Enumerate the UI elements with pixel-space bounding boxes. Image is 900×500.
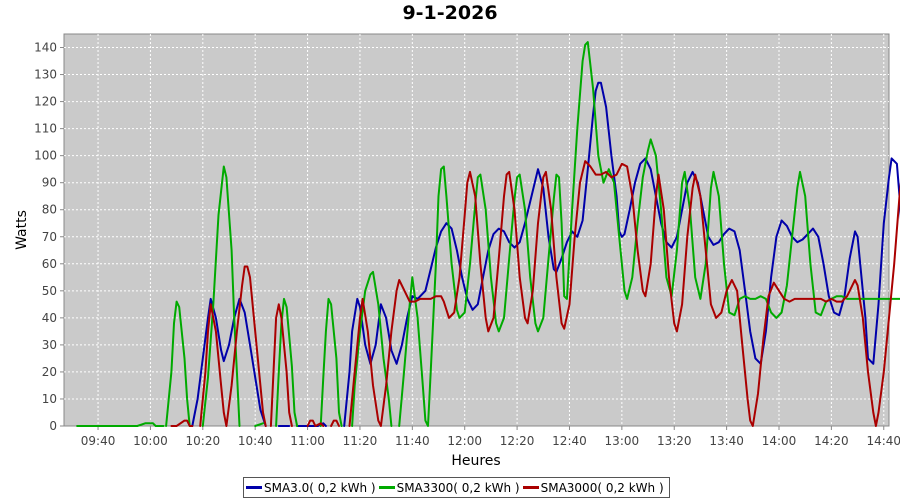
x-tick-label: 12:00 [447,434,482,448]
x-tick-label: 13:20 [657,434,692,448]
plot-area [63,33,890,427]
y-tick-label: 140 [34,41,57,55]
legend-item-1: SMA3.0( 0,2 kWh ) [246,481,376,495]
y-tick-label: 30 [42,338,57,352]
y-axis-label: Watts [14,210,30,250]
series-line-2 [76,41,900,427]
y-tick-labels: 0 10 20 30 40 50 60 70 80 90 100 110 120 130 140 [34,41,57,433]
legend-item-2: SMA3300( 0,2 kWh ) [378,480,520,495]
legend: SMA3.0( 0,2 kWh ) SMA3300( 0,2 kWh ) SMA30… [243,477,670,498]
x-tick-labels: 09:40 10:00 10:20 10:40 11:00 11:20 11:40 12:00… [81,434,900,448]
y-tick-label: 40 [42,311,57,325]
chart-title: 9-1-2026 [402,2,498,24]
x-tick-label: 11:00 [290,434,325,448]
x-tick-label: 10:00 [133,434,168,448]
x-tick-label: 09:40 [81,434,116,448]
y-tick-label: 10 [42,392,57,406]
y-tick-label: 50 [42,284,57,298]
x-tick-label: 12:20 [500,434,535,448]
x-tick-label: 14:20 [814,434,849,448]
grid-lines [64,34,889,426]
y-tick-label: 100 [34,149,57,163]
y-tick-label: 90 [42,176,57,190]
x-tick-label: 13:40 [709,434,744,448]
series-line-1 [191,81,900,427]
chart-canvas: 0 10 20 30 40 50 60 70 80 90 100 110 120 130 140 09:40… [14,33,900,469]
y-tick-label: 0 [49,419,57,433]
y-tick-label: 20 [42,365,57,379]
series-line-3 [170,160,900,427]
legend-label: SMA3000( 0,2 kWh ) [540,480,664,495]
x-tick-label: 14:40 [866,434,900,448]
x-tick-label: 12:40 [552,434,587,448]
y-tick-label: 120 [34,95,57,109]
legend-label: SMA3300( 0,2 kWh ) [396,480,520,495]
x-tick-label: 11:40 [395,434,430,448]
y-tick-label: 130 [34,68,57,82]
legend-swatch [522,486,539,489]
series-lines [76,41,900,427]
y-tick-label: 80 [42,203,57,217]
x-tick-label: 14:00 [762,434,797,448]
x-tick-label: 10:20 [186,434,221,448]
x-tick-label: 13:00 [605,434,640,448]
legend-swatch [246,486,262,489]
x-tick-label: 11:20 [343,434,378,448]
x-axis-label: Heures [451,453,500,469]
y-tick-label: 60 [42,257,57,271]
y-tick-label: 110 [34,122,57,136]
x-tick-label: 10:40 [238,434,273,448]
legend-swatch [378,486,395,489]
legend-label: SMA3.0( 0,2 kWh ) [264,480,376,495]
y-tick-label: 70 [42,230,57,244]
legend-item-3: SMA3000( 0,2 kWh ) [522,480,664,495]
